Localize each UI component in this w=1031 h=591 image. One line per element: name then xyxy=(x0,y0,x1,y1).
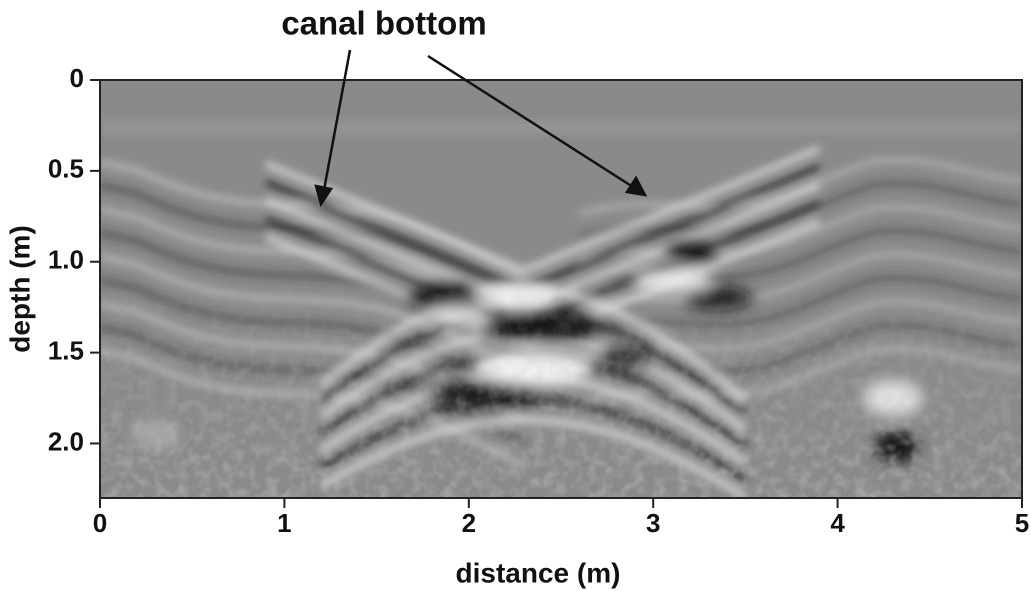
y-tick-label: 1.5 xyxy=(48,335,84,365)
y-tick-label: 1.0 xyxy=(48,245,84,275)
arrow-line xyxy=(322,49,352,191)
x-axis-label: distance (m) xyxy=(456,557,621,588)
arrow-head xyxy=(314,184,334,207)
y-axis-label: depth (m) xyxy=(4,225,35,353)
noise-texture xyxy=(100,80,1022,498)
annotation: canal bottom xyxy=(281,5,486,42)
radargram-image xyxy=(100,80,1022,498)
x-tick-label: 0 xyxy=(93,508,107,538)
y-tick-label: 2.0 xyxy=(48,426,84,456)
y-tick-label: 0.5 xyxy=(48,154,84,184)
arrow-head xyxy=(624,175,648,197)
x-tick-label: 3 xyxy=(646,508,660,538)
x-tick-label: 5 xyxy=(1015,508,1029,538)
plot-frame xyxy=(99,79,1023,499)
x-tick-label: 4 xyxy=(830,508,845,538)
x-tick-label: 1 xyxy=(277,508,291,538)
y-tick-label: 0 xyxy=(70,63,84,93)
x-tick-label: 2 xyxy=(462,508,476,538)
arrow-line xyxy=(427,54,634,189)
annotation-arrows xyxy=(314,49,648,207)
